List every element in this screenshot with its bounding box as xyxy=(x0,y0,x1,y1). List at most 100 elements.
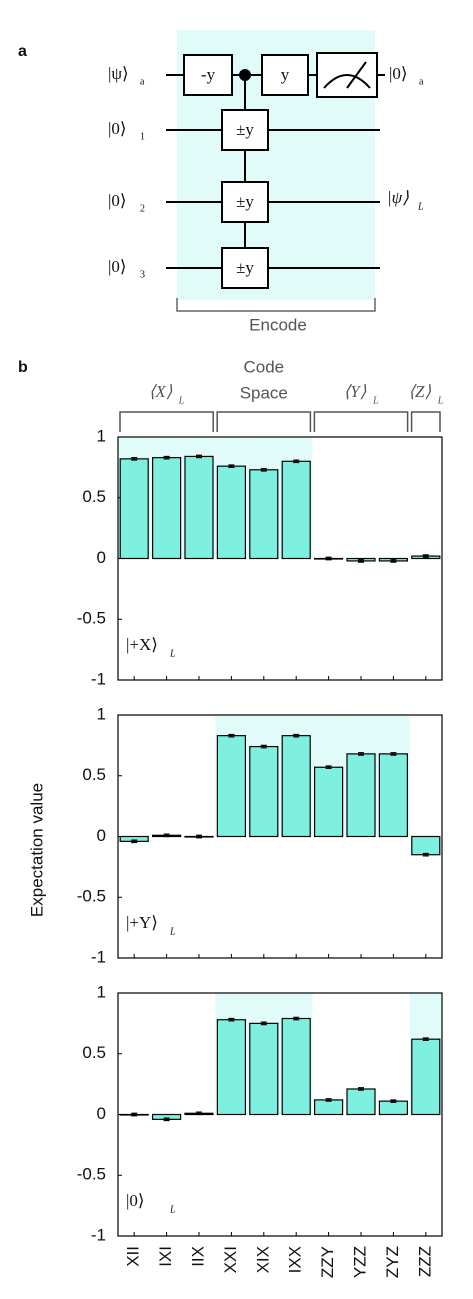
y-tick-label: -1 xyxy=(91,1225,106,1244)
group-bracket xyxy=(313,411,409,432)
ket: |0⟩ xyxy=(108,257,127,276)
x-tick-label: XII xyxy=(124,1246,143,1267)
error-bar xyxy=(260,744,267,749)
bar xyxy=(411,1038,441,1116)
encode-label: Encode xyxy=(249,315,307,334)
bar xyxy=(281,460,311,560)
panel-label: a xyxy=(18,43,27,60)
error-bar xyxy=(163,1117,170,1122)
y-tick-label: 0.5 xyxy=(82,765,106,784)
ket-sub: 2 xyxy=(140,203,145,214)
error-bar xyxy=(196,1111,202,1116)
ket: |0⟩ xyxy=(108,119,127,138)
error-bar xyxy=(196,834,202,839)
y-tick-label: 0 xyxy=(97,826,106,845)
control-dot xyxy=(239,69,251,81)
gate xyxy=(183,54,233,96)
bar xyxy=(152,457,182,560)
error-bar xyxy=(293,733,300,738)
bar xyxy=(249,469,279,560)
ket: |ψ⟩ xyxy=(387,188,409,207)
ket-sub: 1 xyxy=(140,131,145,142)
encode-bracket xyxy=(176,298,376,312)
bar xyxy=(281,1017,311,1116)
x-tick-label: XXI xyxy=(221,1246,240,1273)
group-label: ⟨X⟩ xyxy=(149,382,173,401)
gate-label: ±y xyxy=(236,120,254,139)
error-bar xyxy=(228,733,235,738)
error-bar xyxy=(358,1087,364,1091)
state-label-sub: L xyxy=(169,648,176,659)
group-label: Space xyxy=(240,383,288,402)
error-bar xyxy=(390,752,397,756)
error-bar xyxy=(422,554,429,558)
y-tick-label: 1 xyxy=(97,704,106,723)
y-tick-label: -0.5 xyxy=(77,887,106,906)
y-tick-label: -1 xyxy=(91,947,106,966)
y-tick-label: 0 xyxy=(97,548,106,567)
gate xyxy=(221,247,269,289)
error-bar xyxy=(325,765,332,770)
error-bar xyxy=(131,839,138,844)
bar xyxy=(216,465,246,560)
group-bracket xyxy=(410,411,441,432)
bar xyxy=(281,735,311,838)
ket-sub: a xyxy=(419,76,424,87)
bar xyxy=(184,455,214,560)
x-tick-label: IIX xyxy=(188,1246,207,1267)
error-bar xyxy=(131,1112,138,1117)
error-bar xyxy=(260,1021,267,1026)
gate-label: ±y xyxy=(236,192,254,211)
error-bar xyxy=(325,1098,332,1102)
gate-label: -y xyxy=(201,65,216,84)
error-bar xyxy=(422,1037,429,1041)
gate-label: y xyxy=(281,65,290,84)
y-tick-label: 1 xyxy=(97,982,106,1001)
error-bar xyxy=(260,467,267,472)
bar xyxy=(119,458,149,560)
state-label-sub: L xyxy=(169,1204,176,1215)
gate xyxy=(261,54,309,96)
group-bracket xyxy=(216,411,312,432)
error-bar xyxy=(196,454,202,459)
group-label: Code xyxy=(243,357,284,376)
panel-label: b xyxy=(18,359,28,376)
state-label: |+Y⟩ xyxy=(126,913,158,932)
gate xyxy=(221,181,269,223)
meter-arc xyxy=(323,74,371,89)
state-label: |0⟩ xyxy=(126,1191,145,1210)
ket-sub: a xyxy=(140,76,145,87)
bar xyxy=(378,1100,408,1116)
x-tick-label: YZZ xyxy=(350,1246,369,1278)
error-bar xyxy=(358,752,364,756)
y-tick-label: -1 xyxy=(91,669,106,688)
error-bar xyxy=(293,1016,300,1021)
x-tick-label: IXI xyxy=(156,1246,175,1267)
bar xyxy=(216,735,246,838)
bar xyxy=(411,835,441,856)
error-bar xyxy=(390,559,397,563)
error-bar xyxy=(228,1017,235,1022)
x-tick-label: ZYZ xyxy=(383,1246,402,1278)
x-tick-label: IXX xyxy=(286,1246,305,1273)
state-label-sub: L xyxy=(169,926,176,937)
ket: |0⟩ xyxy=(108,191,127,210)
y-tick-label: 0.5 xyxy=(82,1043,106,1062)
group-bracket xyxy=(119,411,214,432)
error-bar xyxy=(422,852,429,857)
y-tick-label: -0.5 xyxy=(77,1165,106,1184)
y-tick-label: -0.5 xyxy=(77,609,106,628)
x-tick-label: ZZY xyxy=(318,1246,337,1278)
group-label: ⟨Z⟩ xyxy=(408,382,431,401)
state-label: |+X⟩ xyxy=(126,635,158,654)
bar xyxy=(314,766,344,838)
y-tick-label: 0.5 xyxy=(82,487,106,506)
bar xyxy=(249,1022,279,1116)
x-tick-label: XIX xyxy=(253,1246,272,1273)
error-bar xyxy=(131,457,138,461)
ket-sub: 3 xyxy=(140,269,145,280)
error-bar xyxy=(163,833,170,838)
error-bar xyxy=(358,559,364,563)
